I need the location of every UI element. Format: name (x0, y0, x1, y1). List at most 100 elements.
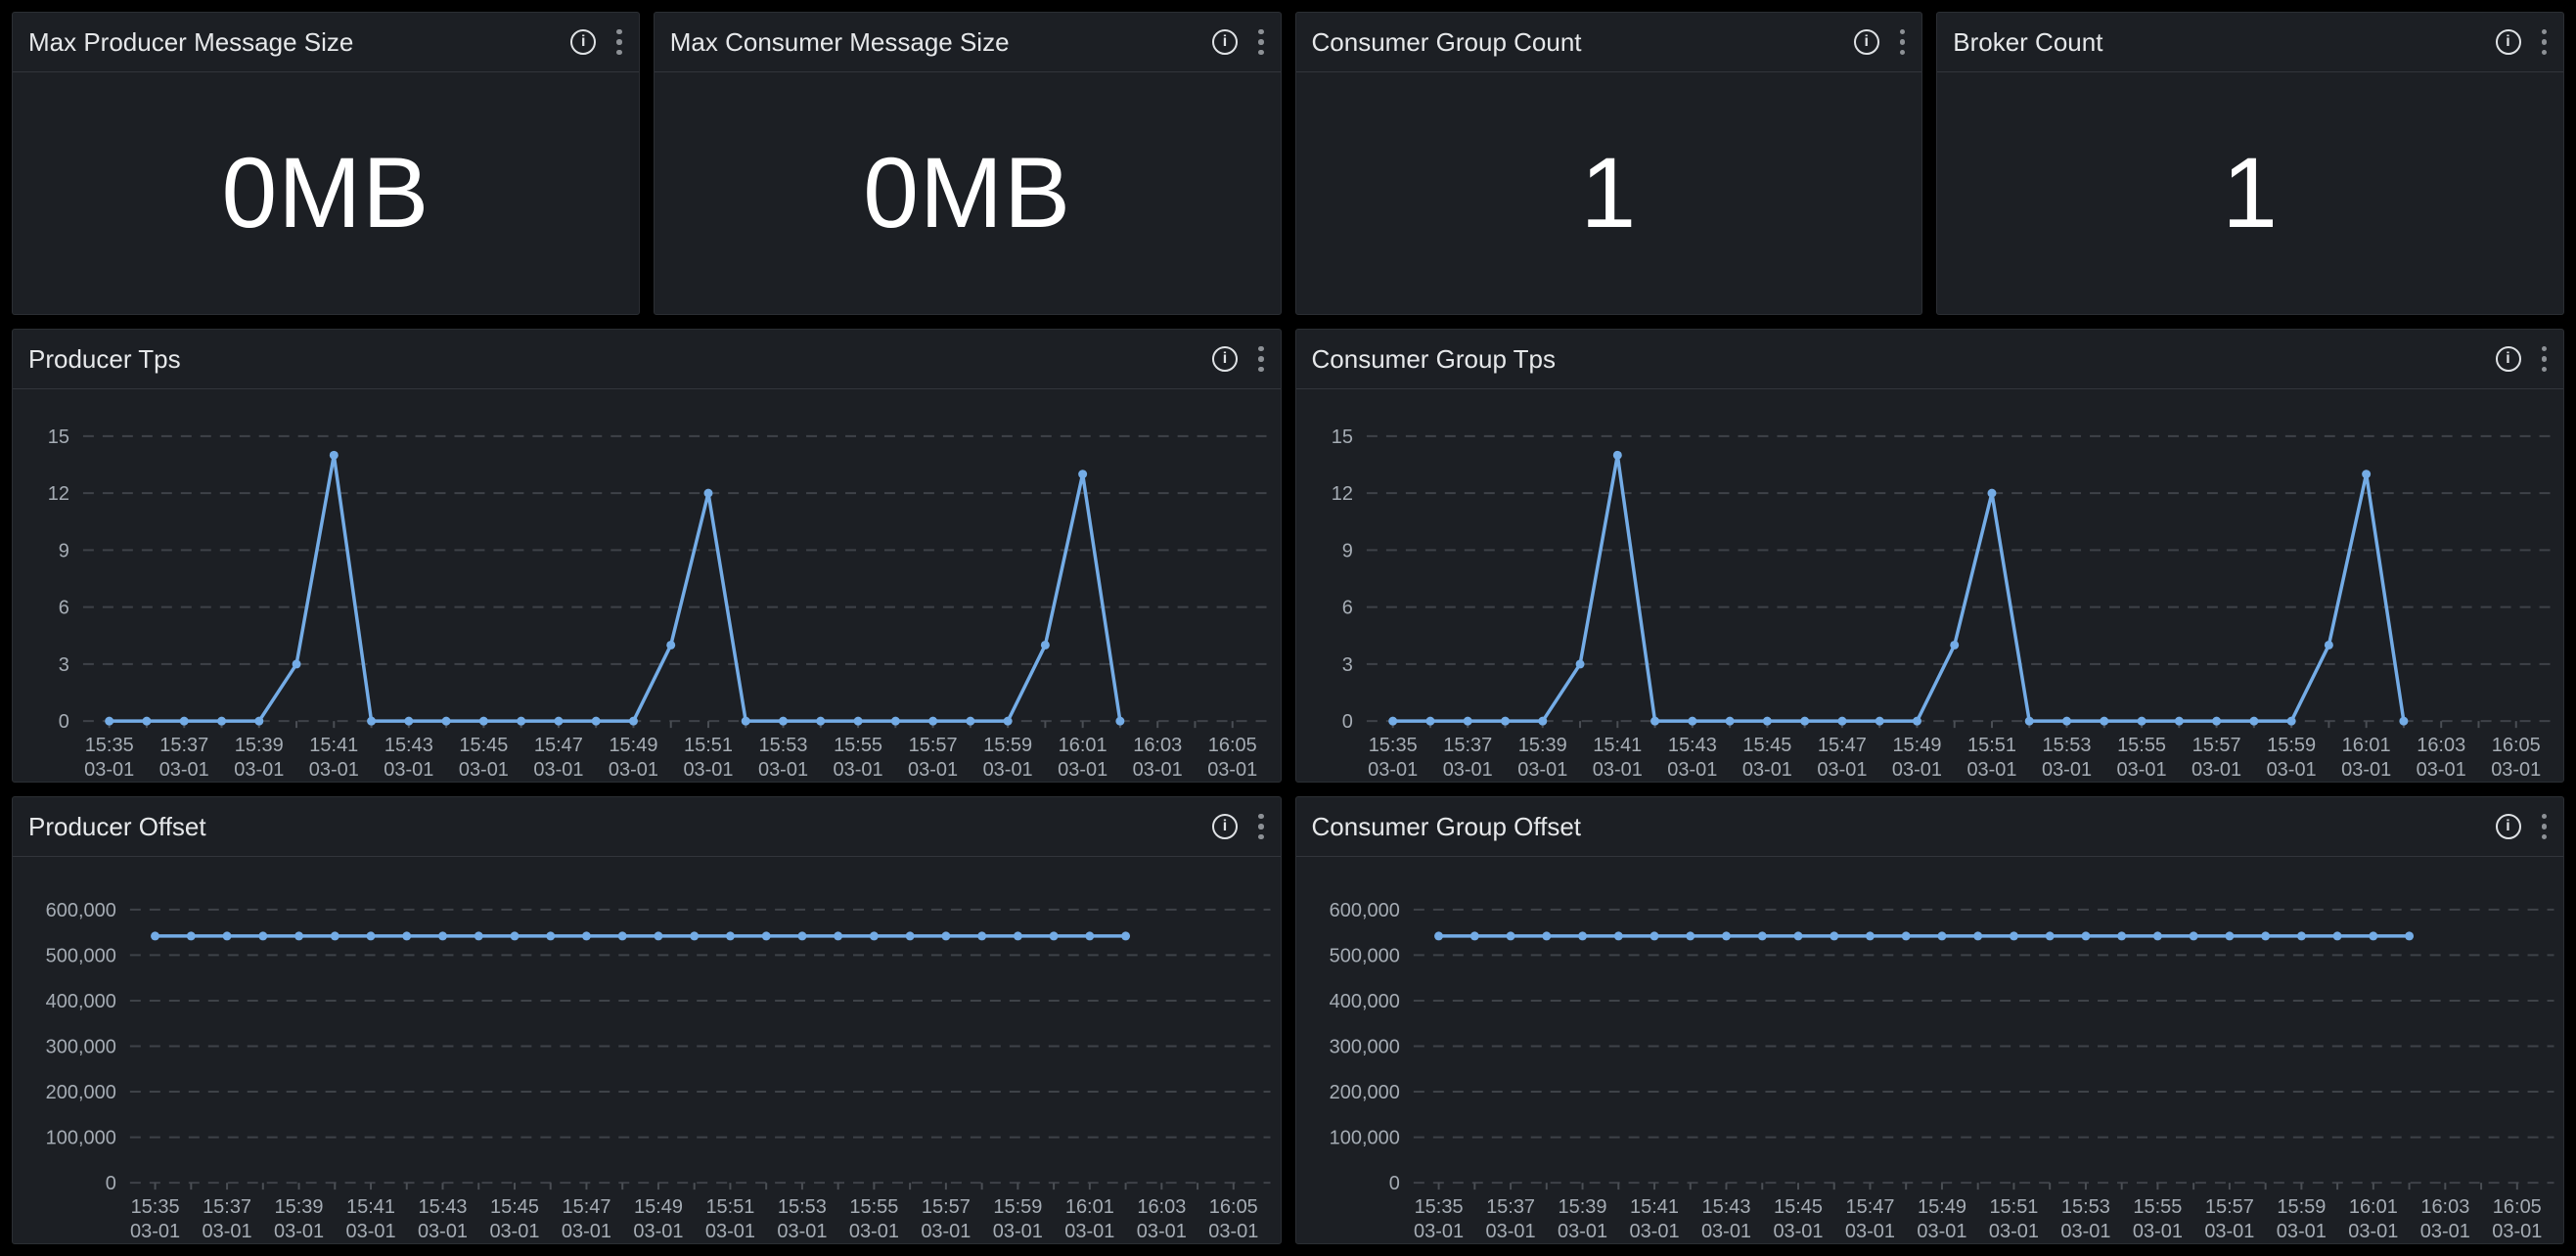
svg-text:0: 0 (1388, 1173, 1399, 1194)
panel-title[interactable]: Producer Tps (28, 343, 181, 374)
svg-text:6: 6 (1341, 598, 1352, 619)
panel-title[interactable]: Max Producer Message Size (28, 26, 354, 57)
svg-text:15:45: 15:45 (459, 735, 508, 756)
svg-text:15:43: 15:43 (1701, 1196, 1750, 1218)
stat-body: 0MB (655, 72, 1281, 314)
svg-text:15:37: 15:37 (159, 735, 208, 756)
info-icon[interactable]: i (1853, 29, 1879, 55)
svg-text:12: 12 (1331, 483, 1352, 505)
info-icon[interactable]: i (570, 29, 597, 55)
svg-text:15:59: 15:59 (2267, 735, 2316, 756)
svg-text:15:59: 15:59 (2277, 1196, 2326, 1218)
svg-text:15:45: 15:45 (1774, 1196, 1823, 1218)
svg-text:3: 3 (59, 654, 69, 676)
panel-title[interactable]: Producer Offset (28, 811, 206, 841)
panel-title[interactable]: Broker Count (1953, 26, 2103, 57)
svg-text:0: 0 (106, 1173, 116, 1194)
svg-text:16:05: 16:05 (2491, 735, 2540, 756)
svg-text:15:45: 15:45 (1742, 735, 1791, 756)
offset-row: Producer Offset i 0 100,000 200,000 300,000… (12, 796, 2564, 1244)
svg-text:03-01: 03-01 (1844, 1221, 1894, 1242)
svg-text:03-01: 03-01 (1592, 759, 1642, 781)
svg-text:0: 0 (1341, 711, 1352, 733)
svg-text:9: 9 (59, 540, 69, 561)
svg-text:400,000: 400,000 (46, 991, 116, 1012)
kebab-menu-icon[interactable] (2539, 811, 2551, 843)
svg-text:15:49: 15:49 (609, 735, 657, 756)
info-icon[interactable]: i (2495, 346, 2521, 372)
svg-text:03-01: 03-01 (1988, 1221, 2038, 1242)
svg-text:15:47: 15:47 (1845, 1196, 1894, 1218)
svg-text:03-01: 03-01 (834, 759, 883, 781)
svg-text:03-01: 03-01 (489, 1221, 539, 1242)
stat-value: 1 (1580, 137, 1638, 248)
svg-text:300,000: 300,000 (46, 1037, 116, 1058)
kebab-menu-icon[interactable] (2539, 343, 2551, 376)
panel-title[interactable]: Consumer Group Offset (1311, 811, 1582, 841)
svg-text:15:59: 15:59 (983, 735, 1032, 756)
panel-title[interactable]: Consumer Group Tps (1311, 343, 1557, 374)
kebab-menu-icon[interactable] (1255, 26, 1267, 59)
svg-text:15:37: 15:37 (1443, 735, 1492, 756)
svg-text:03-01: 03-01 (84, 759, 134, 781)
panel-header: Consumer Group Count i (1295, 13, 1922, 72)
svg-text:03-01: 03-01 (1414, 1221, 1464, 1242)
panel-icons: i (1212, 343, 1267, 376)
panel-header: Consumer Group Tps i (1295, 330, 2563, 389)
svg-text:03-01: 03-01 (1629, 1221, 1679, 1242)
svg-text:03-01: 03-01 (1058, 759, 1107, 781)
panel-title[interactable]: Max Consumer Message Size (669, 26, 1010, 57)
svg-text:15:43: 15:43 (419, 1196, 468, 1218)
panel-broker-count: Broker Count i 1 (1936, 12, 2564, 315)
svg-text:03-01: 03-01 (1773, 1221, 1823, 1242)
svg-text:03-01: 03-01 (1966, 759, 2016, 781)
stat-body: 1 (1296, 72, 1922, 314)
panel-icons: i (1212, 811, 1267, 843)
kebab-menu-icon[interactable] (1897, 26, 1909, 59)
svg-text:03-01: 03-01 (1207, 759, 1257, 781)
info-icon[interactable]: i (2495, 814, 2521, 839)
info-icon[interactable]: i (2495, 29, 2521, 55)
svg-text:15:49: 15:49 (1917, 1196, 1966, 1218)
kebab-menu-icon[interactable] (1255, 343, 1267, 376)
svg-text:03-01: 03-01 (2266, 759, 2316, 781)
panel-icons: i (570, 26, 625, 59)
producer-offset-chart[interactable]: 0 100,000 200,000 300,000 400,000 500,000 600,… (13, 857, 1281, 1243)
panel-icons: i (1853, 26, 1909, 59)
consumer-group-tps-chart[interactable]: 0 3 6 9 12 15 15:35 03-01 15:37 03-01 15:39 03-01 15… (1296, 389, 2564, 782)
stat-value: 0MB (863, 137, 1071, 248)
svg-text:03-01: 03-01 (345, 1221, 395, 1242)
svg-text:03-01: 03-01 (921, 1221, 971, 1242)
kebab-menu-icon[interactable] (1255, 811, 1267, 843)
svg-text:03-01: 03-01 (159, 759, 209, 781)
svg-text:15:37: 15:37 (1486, 1196, 1535, 1218)
svg-text:03-01: 03-01 (983, 759, 1033, 781)
svg-text:15:41: 15:41 (346, 1196, 395, 1218)
consumer-group-offset-chart[interactable]: 0 100,000 200,000 300,000 400,000 500,000 600,… (1296, 857, 2564, 1243)
svg-text:03-01: 03-01 (2492, 1221, 2542, 1242)
panel-header: Producer Tps i (13, 330, 1281, 389)
svg-text:15:47: 15:47 (1817, 735, 1866, 756)
svg-text:03-01: 03-01 (203, 1221, 252, 1242)
producer-tps-chart[interactable]: 0 3 6 9 12 15 15:35 03-01 15:37 03-01 15:39 03-01 15… (13, 389, 1281, 782)
info-icon[interactable]: i (1212, 346, 1238, 372)
chart-body: 0 100,000 200,000 300,000 400,000 500,000 600,… (13, 857, 1281, 1243)
panel-title[interactable]: Consumer Group Count (1311, 26, 1582, 57)
info-icon[interactable]: i (1212, 29, 1238, 55)
info-icon[interactable]: i (1212, 814, 1238, 839)
kebab-menu-icon[interactable] (613, 26, 625, 59)
panel-consumer-group-count: Consumer Group Count i 1 (1294, 12, 1923, 315)
svg-text:400,000: 400,000 (1329, 991, 1399, 1012)
panel-icons: i (2495, 26, 2551, 59)
stats-row: Max Producer Message Size i 0MB Max Cons… (12, 12, 2564, 315)
svg-text:300,000: 300,000 (1329, 1037, 1399, 1058)
svg-text:03-01: 03-01 (1917, 1221, 1966, 1242)
panel-consumer-group-offset: Consumer Group Offset i 0 100,000 200,000 3… (1294, 796, 2564, 1244)
svg-text:15:47: 15:47 (534, 735, 583, 756)
tps-row: Producer Tps i 0 3 6 9 12 15 15:35 03-01 15:37 03… (12, 329, 2564, 783)
svg-text:03-01: 03-01 (1064, 1221, 1114, 1242)
svg-text:03-01: 03-01 (1741, 759, 1791, 781)
kebab-menu-icon[interactable] (2539, 26, 2551, 59)
svg-text:15:55: 15:55 (834, 735, 882, 756)
svg-text:03-01: 03-01 (705, 1221, 755, 1242)
